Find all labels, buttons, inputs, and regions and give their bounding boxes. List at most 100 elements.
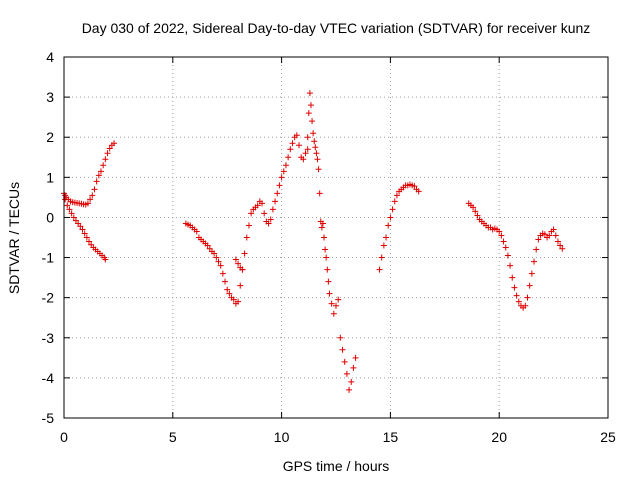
data-point xyxy=(541,231,548,238)
data-point xyxy=(66,206,73,213)
data-point xyxy=(91,186,98,193)
data-point xyxy=(337,334,344,341)
data-point xyxy=(330,310,337,317)
data-point xyxy=(318,224,325,231)
data-point xyxy=(341,358,348,365)
data-point xyxy=(387,214,394,221)
data-point xyxy=(106,145,113,152)
data-point xyxy=(325,278,332,285)
data-point xyxy=(296,142,303,149)
y-tick-label: 4 xyxy=(46,49,54,65)
data-point xyxy=(282,162,289,169)
data-point xyxy=(70,214,77,221)
data-points xyxy=(61,90,566,393)
data-point xyxy=(102,156,109,163)
data-point xyxy=(378,254,385,261)
data-point xyxy=(559,245,566,252)
data-point xyxy=(254,202,261,209)
data-point xyxy=(272,198,279,205)
data-point xyxy=(97,168,104,175)
data-point xyxy=(504,252,511,259)
data-point xyxy=(324,266,331,273)
data-point xyxy=(304,146,311,153)
data-point xyxy=(302,150,309,157)
data-point xyxy=(321,234,328,241)
data-point xyxy=(474,212,481,219)
data-point xyxy=(300,156,307,163)
data-point xyxy=(86,238,93,245)
data-point xyxy=(111,140,118,147)
plot-frame xyxy=(63,56,609,419)
data-point xyxy=(287,146,294,153)
data-point xyxy=(81,230,88,237)
data-point xyxy=(380,242,387,249)
data-point xyxy=(84,200,91,207)
data-point xyxy=(333,302,339,309)
data-point xyxy=(313,150,320,157)
data-point xyxy=(343,370,350,377)
data-point xyxy=(77,223,84,230)
data-point xyxy=(259,200,266,207)
data-point xyxy=(306,90,313,97)
data-point xyxy=(531,258,538,265)
data-point xyxy=(348,378,355,385)
data-point xyxy=(89,192,96,199)
data-point xyxy=(239,266,246,273)
data-point xyxy=(204,242,211,249)
data-point xyxy=(546,232,553,239)
data-point xyxy=(213,254,220,261)
data-point xyxy=(265,220,272,227)
data-point xyxy=(285,154,292,161)
y-tick-label: -1 xyxy=(42,250,55,266)
y-tick-label: 1 xyxy=(46,169,54,185)
data-point xyxy=(217,262,224,269)
data-point xyxy=(276,182,283,189)
x-tick-label: 20 xyxy=(491,429,507,445)
data-point xyxy=(415,188,422,195)
data-point xyxy=(304,134,311,141)
x-axis-label: GPS time / hours xyxy=(283,458,390,474)
data-point xyxy=(507,262,514,269)
data-point xyxy=(319,220,326,227)
data-point xyxy=(79,226,86,233)
data-point xyxy=(95,172,102,179)
data-point xyxy=(83,234,90,241)
data-point xyxy=(383,234,390,241)
data-point xyxy=(289,140,296,147)
data-point xyxy=(211,250,218,257)
data-point xyxy=(533,246,540,253)
data-point xyxy=(193,228,200,235)
data-point xyxy=(278,174,285,181)
x-tick-label: 0 xyxy=(60,429,68,445)
data-point xyxy=(237,282,244,289)
y-tick-label: -3 xyxy=(42,330,55,346)
data-point xyxy=(472,208,479,215)
data-point xyxy=(305,110,312,117)
data-point xyxy=(245,222,252,229)
y-axis-label: SDTVAR / TECUs xyxy=(6,182,22,294)
data-point xyxy=(350,364,357,371)
data-point xyxy=(502,244,509,251)
data-point xyxy=(393,192,400,199)
x-tick-label: 25 xyxy=(600,429,616,445)
data-point xyxy=(500,238,507,245)
data-point xyxy=(316,190,323,197)
data-point xyxy=(62,196,69,203)
data-point xyxy=(513,292,520,299)
data-point xyxy=(311,138,318,145)
data-point xyxy=(470,204,477,211)
data-point xyxy=(235,260,242,267)
data-point xyxy=(335,296,342,303)
y-tick-label: -2 xyxy=(42,290,55,306)
data-point xyxy=(307,102,314,109)
x-tick-label: 5 xyxy=(169,429,177,445)
data-point xyxy=(391,198,398,205)
data-point xyxy=(68,210,75,217)
chart-title: Day 030 of 2022, Sidereal Day-to-day VTE… xyxy=(82,20,591,36)
grid-lines xyxy=(64,57,608,418)
data-point xyxy=(526,282,533,289)
data-point xyxy=(496,228,503,235)
data-point xyxy=(557,242,564,249)
y-tick-label: 0 xyxy=(46,209,54,225)
data-point xyxy=(293,132,300,139)
